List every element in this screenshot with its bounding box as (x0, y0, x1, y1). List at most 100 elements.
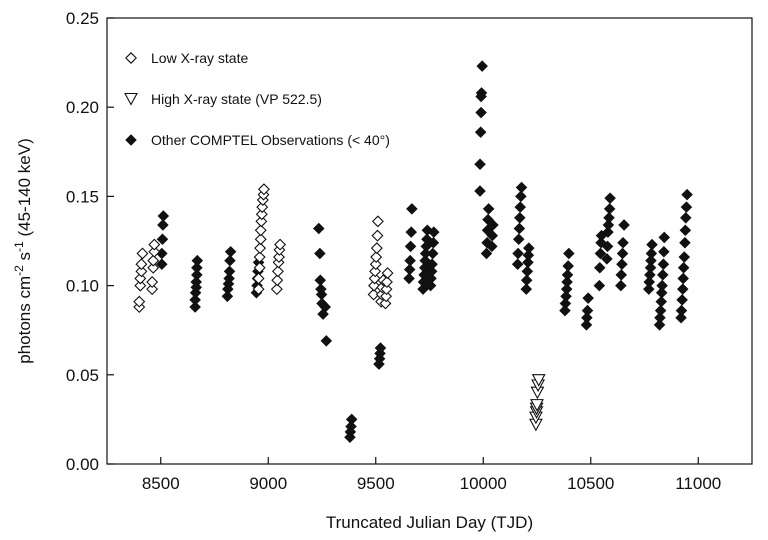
data-point (135, 265, 148, 278)
data-point (380, 283, 393, 296)
data-point (615, 269, 628, 281)
data-point (512, 247, 524, 260)
data-point (657, 269, 669, 281)
data-point (645, 247, 658, 260)
data-point (157, 219, 169, 231)
data-point (425, 272, 437, 285)
data-point (345, 420, 357, 433)
data-point (190, 276, 202, 288)
data-point (480, 247, 493, 260)
data-point (474, 126, 487, 138)
data-point (677, 261, 690, 274)
data-point (319, 301, 331, 313)
data-point (561, 276, 573, 288)
data-point (403, 272, 415, 285)
data-point (148, 238, 161, 251)
data-point (560, 290, 572, 303)
data-point (255, 215, 268, 228)
data-point (603, 212, 615, 224)
data-point (646, 238, 658, 251)
data-point (367, 288, 380, 301)
data-point (156, 258, 168, 270)
data-point (254, 242, 267, 255)
data-point (616, 247, 629, 260)
data-point (406, 203, 418, 215)
data-point (371, 215, 384, 228)
data-point (370, 242, 383, 255)
data-point (618, 219, 630, 231)
data-point (426, 258, 438, 270)
data-point (253, 251, 266, 264)
legend-marker (124, 92, 138, 106)
data-point (404, 254, 416, 267)
data-point (427, 237, 440, 249)
data-point (146, 276, 159, 289)
x-axis: 8500 9000 9500 10000 10500 11000 (142, 457, 721, 493)
x-tick-label: 9000 (249, 474, 287, 493)
y-tick-label: 0.00 (66, 455, 99, 474)
data-point (680, 212, 692, 224)
data-point (254, 233, 267, 246)
data-point (224, 254, 236, 267)
data-point (191, 254, 204, 267)
data-point (530, 399, 544, 412)
data-point (256, 201, 269, 214)
data-point (417, 283, 429, 295)
data-point (561, 269, 574, 281)
data-point (487, 219, 499, 231)
data-point (191, 261, 203, 274)
y-axis-title: photons cm-2 s-1 (45-140 keV) (12, 138, 34, 363)
data-point (515, 190, 527, 203)
data-point (481, 237, 493, 249)
data-point (313, 222, 325, 235)
data-point (677, 283, 689, 295)
data-point (189, 301, 201, 313)
data-point (189, 294, 201, 306)
legend: Low X-ray state High X-ray state (VP 522.… (124, 50, 390, 148)
data-point (643, 283, 655, 295)
data-point (615, 279, 627, 292)
data-point (486, 240, 498, 253)
data-point (368, 279, 381, 292)
y-axis-title-part: (45-140 keV) (15, 138, 34, 241)
data-point (426, 247, 439, 260)
data-point (520, 283, 533, 295)
data-point (531, 374, 546, 387)
data-point (644, 269, 656, 281)
data-point (654, 311, 666, 324)
y-tick-label: 0.05 (66, 366, 99, 385)
data-point (252, 283, 265, 296)
x-tick-label: 10000 (460, 474, 507, 493)
plot-frame (106, 17, 753, 465)
data-point (511, 258, 524, 270)
data-point (675, 304, 688, 317)
data-point (559, 304, 571, 317)
data-point (253, 261, 266, 274)
data-point (146, 283, 159, 296)
data-point (482, 203, 495, 215)
x-tick-label: 8500 (142, 474, 180, 493)
legend-label: High X-ray state (VP 522.5) (151, 91, 322, 107)
data-point (580, 319, 593, 331)
data-point (428, 226, 440, 238)
data-point (147, 254, 160, 267)
y-axis-title-superscript: -1 (12, 241, 26, 252)
data-point (474, 185, 486, 197)
x-tick-label: 11000 (675, 474, 721, 493)
x-tick-label: 9500 (357, 474, 395, 493)
data-point (643, 276, 655, 288)
data-point (371, 229, 384, 242)
series-1-points (528, 374, 546, 432)
data-point (679, 224, 692, 237)
data-point (370, 251, 383, 264)
data-point (522, 249, 535, 262)
data-point (522, 256, 534, 269)
data-point (273, 251, 285, 264)
data-point (135, 258, 148, 271)
data-point (257, 183, 270, 196)
data-point (601, 253, 613, 265)
data-point (617, 237, 629, 249)
data-point (224, 245, 237, 258)
